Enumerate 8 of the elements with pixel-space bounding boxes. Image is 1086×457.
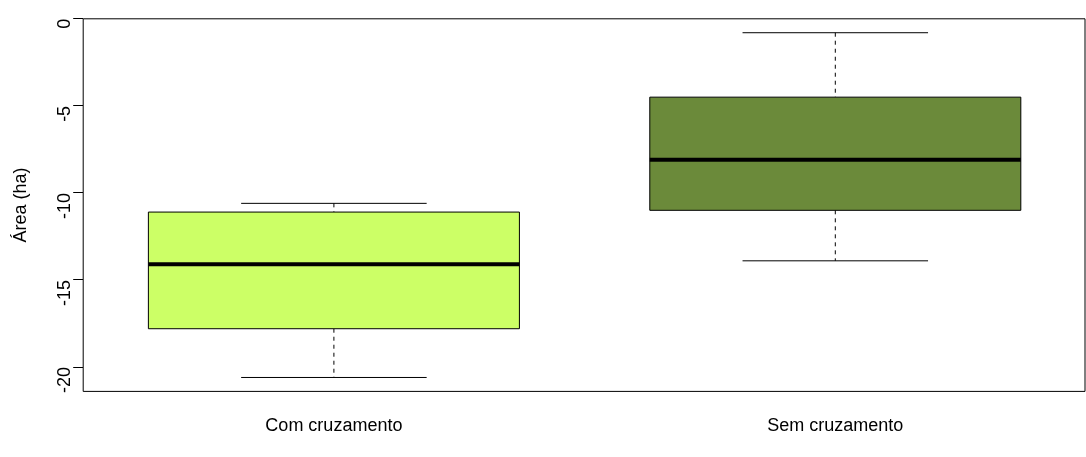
y-tick-label: -20 bbox=[54, 367, 75, 394]
y-tick-label: -10 bbox=[54, 192, 75, 219]
y-tick-label: -15 bbox=[54, 279, 75, 306]
x-tick-label: Com cruzamento bbox=[265, 415, 403, 436]
x-tick-label: Sem cruzamento bbox=[767, 415, 904, 436]
y-tick-label: -5 bbox=[54, 105, 75, 122]
y-tick-label: 0 bbox=[54, 18, 75, 29]
y-axis-title: Área (ha) bbox=[9, 167, 30, 243]
